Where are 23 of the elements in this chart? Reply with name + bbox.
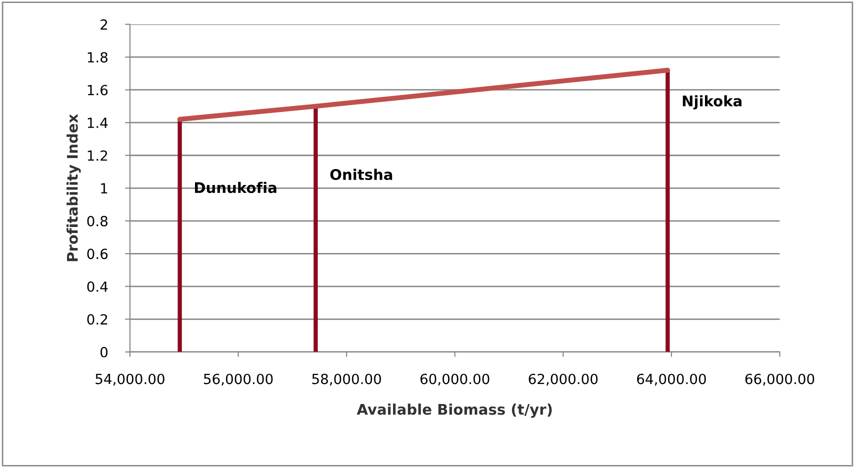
x-tick-label: 60,000.00 [420, 374, 490, 386]
x-tick-label: 54,000.00 [96, 374, 164, 386]
y-tick-label: 1.2 [88, 150, 108, 161]
y-tick-label: 1.4 [88, 118, 108, 128]
y-tick-label: 1.8 [88, 52, 108, 63]
y-tick-label: 0.2 [87, 314, 108, 325]
y-tick-label: 0 [100, 346, 108, 358]
annotation: Onitsha [330, 168, 392, 180]
y-tick-label: 0.6 [87, 248, 108, 260]
y-tick-label: 0.4 [87, 281, 108, 292]
x-tick-label: 56,000.00 [204, 374, 273, 386]
annotation: Njikoka [682, 95, 742, 110]
x-tick-label: 66,000.00 [745, 374, 814, 386]
annotation: Dunukofia [195, 182, 276, 194]
x-tick-label: 64,000.00 [637, 374, 706, 386]
y-tick-label: 1.6 [88, 84, 108, 96]
y-tick-label: 0.8 [87, 216, 108, 226]
x-axis-title: Available Biomass (t/yr) [356, 404, 552, 418]
x-tick-label: 62,000.00 [528, 374, 598, 386]
y-axis-title: Profitability Index [66, 114, 81, 262]
y-tick-label: 1 [101, 183, 108, 194]
x-tick-label: 58,000.00 [312, 374, 381, 386]
y-tick-label: 2 [100, 19, 108, 30]
